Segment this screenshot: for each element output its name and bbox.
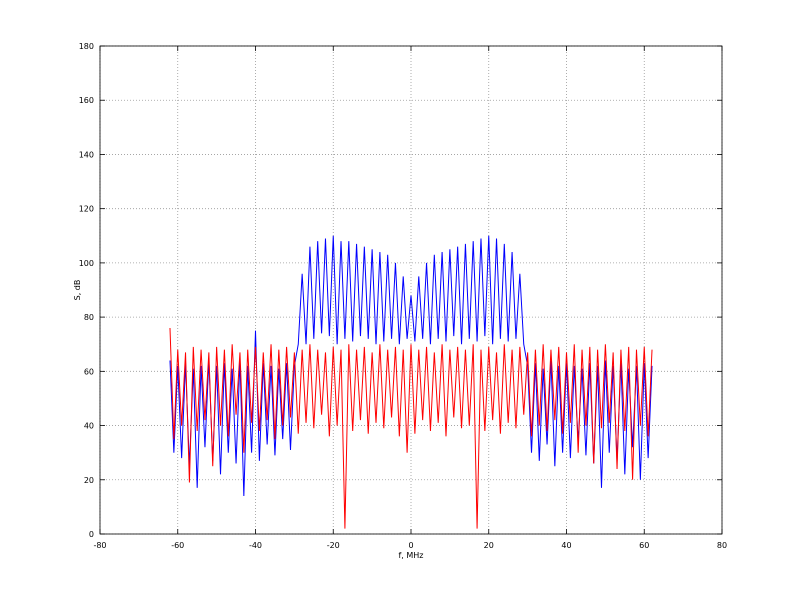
x-tick-label: 20 — [484, 541, 494, 550]
x-tick-label: -80 — [93, 541, 106, 550]
x-axis-label: f, MHz — [398, 551, 423, 560]
spectrum-line — [169, 327, 653, 529]
y-tick-label: 40 — [84, 422, 94, 431]
y-tick-label: 80 — [84, 313, 94, 322]
y-tick-label: 180 — [79, 42, 94, 51]
y-tick-label: 0 — [89, 530, 94, 539]
spectrum-line — [169, 235, 653, 497]
y-tick-label: 100 — [79, 259, 94, 268]
y-axis-label: S, dB — [73, 280, 82, 301]
y-tick-label: 160 — [79, 96, 94, 105]
y-tick-label: 20 — [84, 476, 94, 485]
x-tick-label: 80 — [717, 541, 727, 550]
x-tick-label: -60 — [171, 541, 184, 550]
x-tick-label: 60 — [639, 541, 649, 550]
y-tick-label: 140 — [79, 150, 94, 159]
y-tick-label: 120 — [79, 205, 94, 214]
x-tick-label: 40 — [561, 541, 571, 550]
y-tick-label: 60 — [84, 367, 94, 376]
ticks: -80 -60 -40 -20 0 20 40 60 80 0 20 40 60 80 100 120 140 1… — [79, 42, 727, 550]
x-tick-label: -20 — [327, 541, 340, 550]
x-tick-label: -40 — [249, 541, 262, 550]
plot-area — [169, 235, 653, 529]
x-tick-label: 0 — [408, 541, 413, 550]
